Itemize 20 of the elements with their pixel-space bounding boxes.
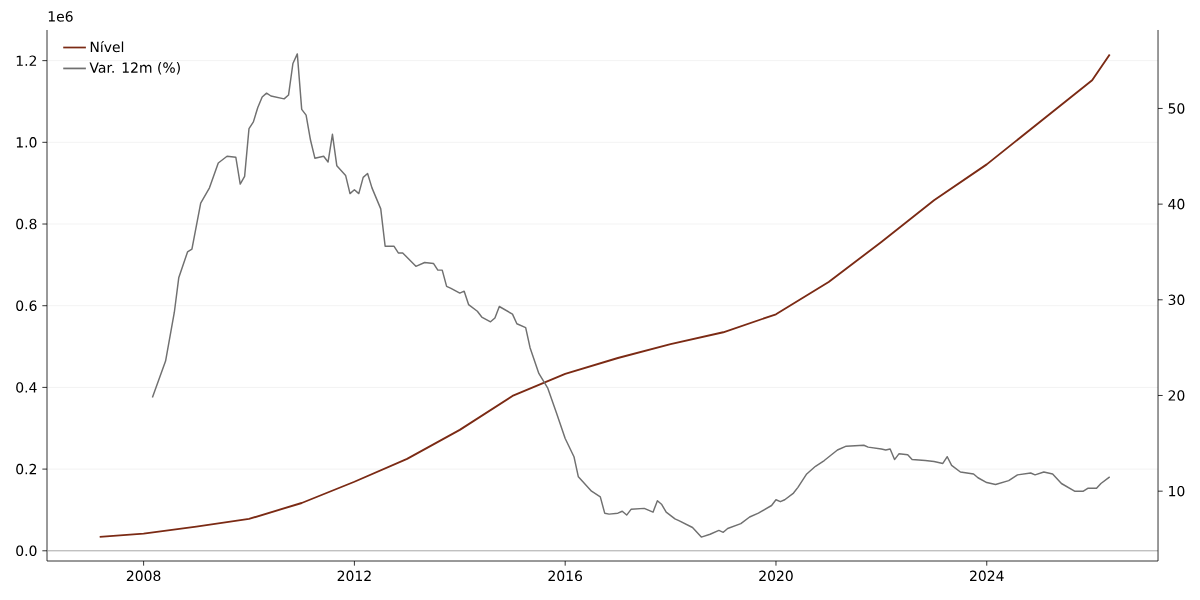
legend-label: Nível <box>90 40 124 53</box>
text: 1e6 <box>48 11 73 22</box>
x-tick-label: 2008 <box>126 570 161 582</box>
y-tick-label: 0.8 <box>16 218 37 230</box>
x-tick-label: 2024 <box>970 570 1004 582</box>
legend-label: Var. 12m (%) <box>89 62 180 75</box>
x-tick-label: 2016 <box>548 570 583 582</box>
y-tick-label: 0.0 <box>16 545 37 557</box>
y-tick-label: 0.6 <box>16 300 37 311</box>
y2-tick-label: 30 <box>1168 294 1185 306</box>
y2-tick-label: 10 <box>1169 485 1185 497</box>
y-tick-label: 0.4 <box>16 382 37 393</box>
y-tick-label: 1.0 <box>16 137 37 148</box>
y-tick-label: 1.2 <box>16 55 37 66</box>
x-tick-label: 2020 <box>759 570 793 582</box>
x-tick-label: 2012 <box>337 570 371 582</box>
y2-tick-label: 40 <box>1168 198 1185 210</box>
y-tick-label: 0.2 <box>16 463 37 475</box>
y2-tick-label: 20 <box>1168 390 1185 401</box>
y2-tick-label: 50 <box>1168 103 1185 114</box>
